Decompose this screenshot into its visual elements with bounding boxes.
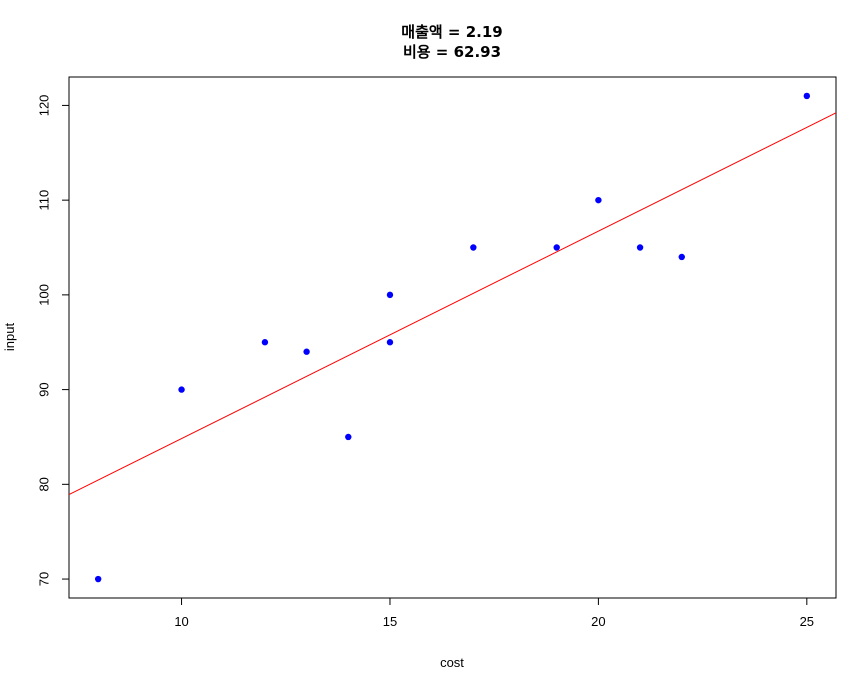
data-point bbox=[178, 386, 185, 393]
data-point bbox=[803, 92, 811, 100]
y-tick-label: 80 bbox=[36, 477, 51, 491]
title-line-1: 매출액 = 2.19 bbox=[401, 23, 502, 41]
x-tick-label: 15 bbox=[383, 614, 397, 629]
y-axis: 70 80 90 100 110 120 bbox=[36, 95, 69, 586]
points-layer bbox=[94, 92, 811, 583]
x-axis: 10 15 20 25 bbox=[174, 598, 814, 629]
data-point bbox=[553, 244, 560, 251]
data-point bbox=[636, 244, 644, 251]
data-point bbox=[303, 348, 310, 355]
data-point bbox=[470, 244, 477, 251]
plot-frame bbox=[68, 76, 837, 599]
data-point bbox=[386, 339, 394, 346]
y-tick-label: 100 bbox=[36, 284, 51, 306]
y-tick-label: 110 bbox=[36, 190, 51, 211]
data-point bbox=[386, 291, 394, 299]
y-tick-label: 70 bbox=[36, 572, 51, 586]
data-point bbox=[94, 575, 102, 583]
x-tick-label: 10 bbox=[174, 614, 188, 629]
regression-line-layer bbox=[69, 112, 836, 496]
chart-title: 매출액 = 2.19 비용 = 62.93 bbox=[401, 23, 502, 61]
title-line-2: 비용 = 62.93 bbox=[403, 43, 501, 61]
data-point bbox=[345, 433, 352, 441]
y-tick-label: 90 bbox=[36, 382, 51, 396]
x-tick-label: 20 bbox=[591, 614, 605, 629]
y-tick-label: 120 bbox=[36, 95, 51, 117]
data-point bbox=[678, 253, 685, 261]
data-point bbox=[595, 196, 602, 204]
regression-line bbox=[69, 112, 836, 496]
x-tick-label: 25 bbox=[800, 614, 814, 629]
data-point bbox=[261, 339, 269, 346]
x-axis-label: cost bbox=[440, 655, 464, 670]
y-axis-label: input bbox=[2, 323, 17, 352]
